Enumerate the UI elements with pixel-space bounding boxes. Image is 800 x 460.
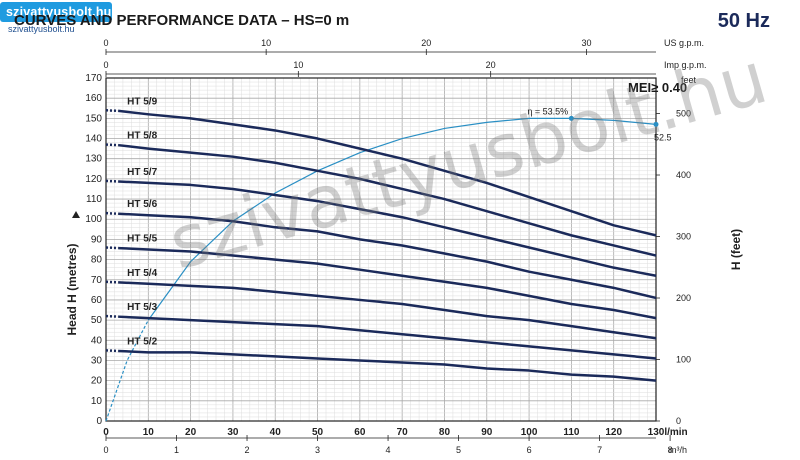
series-curve (118, 281, 657, 340)
series-label: HT 5/2 (127, 336, 157, 347)
plot-frame (105, 77, 657, 422)
y-tick-label: 20 (91, 376, 103, 387)
x-tick-label: 10 (143, 427, 155, 438)
efficiency-end-marker (653, 121, 659, 127)
y-tick-label: 30 (91, 355, 103, 366)
x-tick-label: 40 (270, 427, 282, 438)
x-tick-label: 0 (103, 427, 109, 438)
m3h-tick-label: 3 (315, 445, 320, 455)
series-curve-start (105, 280, 119, 284)
imp-gpm-tick-label: 0 (103, 60, 108, 70)
logo-text: szivattyusbolt.hu (6, 5, 112, 19)
m3h-tick-label: 7 (597, 445, 602, 455)
y-tick-label: 130 (85, 154, 102, 165)
series-label: HT 5/7 (127, 167, 157, 178)
y-tick-label: 40 (91, 335, 103, 346)
y-tick-label: 90 (91, 234, 103, 245)
series-curve-start (105, 143, 119, 147)
feet-tick-label: 400 (676, 170, 691, 180)
x-tick-label: 50 (312, 427, 324, 438)
series-curve-start (105, 179, 119, 183)
y-tick-label: 0 (96, 416, 102, 427)
y-tick-label: 10 (91, 396, 103, 407)
feet-tick-label: 200 (676, 293, 691, 303)
us-gpm-tick-label: 10 (261, 38, 271, 48)
y-tick-label: 160 (85, 93, 102, 104)
series-curve-start (105, 349, 119, 353)
us-gpm-tick-label: 0 (103, 38, 108, 48)
feet-tick-label: 300 (676, 232, 691, 242)
logo-url: szivattyusbolt.hu (8, 24, 75, 34)
site-logo: szivattyusbolt.hu (0, 2, 112, 22)
x-tick-label: 20 (185, 427, 197, 438)
x-tick-label: 120 (605, 427, 622, 438)
us-gpm-tick-label: 30 (581, 38, 591, 48)
series-curve (118, 180, 657, 277)
x-tick-label: 70 (397, 427, 409, 438)
efficiency-end-label: 52.5 (654, 132, 672, 142)
imp-gpm-tick-label: 20 (486, 60, 496, 70)
feet-unit-label: feet (681, 75, 697, 85)
series-label: HT 5/5 (127, 233, 157, 244)
series-label: HT 5/9 (127, 96, 157, 107)
m3h-tick-label: 5 (456, 445, 461, 455)
feet-tick-label: 0 (676, 416, 681, 426)
x-tick-label: 130 (648, 427, 665, 438)
y-axis-arrow-icon (72, 211, 80, 218)
y-tick-label: 100 (85, 214, 102, 225)
m3h-unit-label: m³/h (669, 445, 687, 455)
series-curve (118, 246, 657, 320)
m3h-tick-label: 2 (245, 445, 250, 455)
y-tick-label: 120 (85, 174, 102, 185)
m3h-tick-label: 4 (386, 445, 391, 455)
y-axis-title: Head H (metres) (65, 243, 79, 335)
m3h-tick-label: 0 (103, 445, 108, 455)
series-label: HT 5/3 (127, 302, 157, 313)
m3h-tick-label: 8 (668, 445, 673, 455)
efficiency-peak-marker (568, 115, 574, 121)
series-curve-start (105, 211, 119, 216)
imp-gpm-unit-label: Imp g.p.m. (664, 60, 707, 70)
m3h-tick-label: 6 (527, 445, 532, 455)
page-title: CURVES AND PERFORMANCE DATA – HS=0 m (14, 12, 350, 29)
series-curve (118, 349, 657, 382)
x-tick-label: 90 (481, 427, 493, 438)
x-tick-label: 80 (439, 427, 451, 438)
series-label: HT 5/8 (127, 131, 157, 142)
series-label: HT 5/4 (127, 268, 157, 279)
efficiency-curve-start (105, 319, 149, 422)
y-tick-label: 60 (91, 295, 103, 306)
mei-label: MEI≥ 0.40 (628, 80, 688, 95)
us-gpm-unit-label: US g.p.m. (664, 38, 704, 48)
imp-gpm-tick-label: 10 (293, 60, 303, 70)
y-tick-label: 140 (85, 134, 102, 145)
efficiency-peak-label: η = 53.5% (527, 106, 568, 116)
y-tick-label: 50 (91, 315, 103, 326)
series-label: HT 5/6 (127, 199, 157, 210)
series-curve (118, 212, 657, 300)
x-tick-label: 110 (563, 427, 580, 438)
m3h-tick-label: 1 (174, 445, 179, 455)
feet-tick-label: 100 (676, 355, 691, 365)
y-tick-label: 150 (85, 113, 102, 124)
y-tick-label: 110 (86, 194, 102, 205)
x-tick-label: 60 (354, 427, 366, 438)
y-tick-label: 170 (85, 73, 102, 84)
x-tick-label: 30 (227, 427, 239, 438)
feet-tick-label: 500 (676, 109, 691, 119)
series-curve (118, 143, 657, 257)
y-tick-label: 80 (91, 255, 103, 266)
frequency-label: 50 Hz (717, 10, 770, 32)
x-unit-label: l/min (664, 427, 687, 438)
us-gpm-tick-label: 20 (421, 38, 431, 48)
series-curve (118, 109, 657, 237)
series-curve (118, 315, 657, 360)
y-tick-label: 70 (91, 275, 103, 286)
x-tick-label: 100 (521, 427, 538, 438)
y2-axis-title: H (feet) (729, 229, 743, 270)
